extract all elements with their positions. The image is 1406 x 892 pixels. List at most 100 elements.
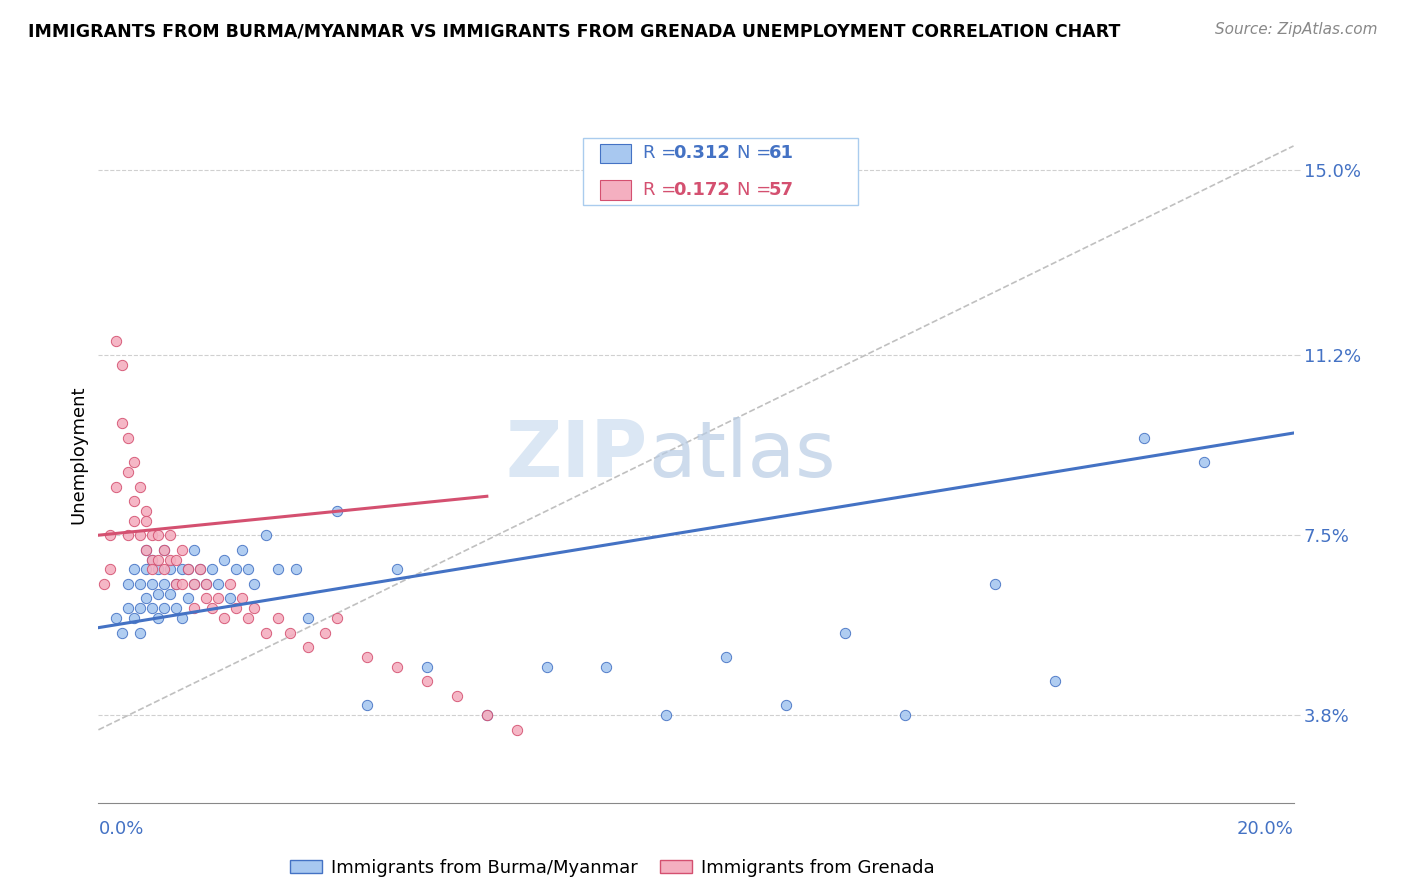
Text: 0.0%: 0.0% — [98, 820, 143, 838]
Point — [1133, 431, 1156, 445]
Point — [105, 479, 128, 493]
Point — [141, 601, 163, 615]
Text: N =: N = — [737, 145, 776, 162]
Point — [177, 562, 200, 576]
Point — [446, 689, 468, 703]
Point — [135, 542, 157, 557]
Point — [117, 465, 139, 479]
Point — [207, 577, 229, 591]
Point — [135, 562, 157, 576]
Y-axis label: Unemployment: Unemployment — [69, 385, 87, 524]
Point — [98, 528, 122, 542]
Point — [141, 528, 163, 542]
Point — [219, 577, 242, 591]
Text: 57: 57 — [769, 181, 794, 199]
Text: Source: ZipAtlas.com: Source: ZipAtlas.com — [1215, 22, 1378, 37]
Point — [135, 591, 157, 606]
Point — [148, 611, 170, 625]
Point — [225, 562, 247, 576]
Point — [297, 611, 319, 625]
Point — [135, 504, 157, 518]
Point — [278, 625, 301, 640]
Text: IMMIGRANTS FROM BURMA/MYANMAR VS IMMIGRANTS FROM GRENADA UNEMPLOYMENT CORRELATIO: IMMIGRANTS FROM BURMA/MYANMAR VS IMMIGRA… — [28, 22, 1121, 40]
Point — [124, 611, 146, 625]
Point — [172, 562, 194, 576]
Point — [231, 591, 253, 606]
Point — [416, 659, 439, 673]
Point — [148, 528, 170, 542]
Point — [207, 591, 229, 606]
Point — [356, 649, 378, 664]
Point — [105, 611, 128, 625]
Text: R =: R = — [643, 181, 682, 199]
Point — [159, 586, 181, 600]
Point — [159, 528, 181, 542]
Point — [172, 611, 194, 625]
Point — [284, 562, 307, 576]
Point — [326, 611, 349, 625]
Point — [983, 577, 1005, 591]
Point — [177, 562, 200, 576]
Text: 20.0%: 20.0% — [1237, 820, 1294, 838]
Point — [225, 601, 247, 615]
Point — [153, 577, 176, 591]
Point — [153, 601, 176, 615]
Point — [267, 562, 290, 576]
Point — [236, 562, 259, 576]
Point — [183, 577, 205, 591]
Point — [183, 577, 205, 591]
Point — [135, 514, 157, 528]
Point — [141, 552, 163, 566]
Legend: Immigrants from Burma/Myanmar, Immigrants from Grenada: Immigrants from Burma/Myanmar, Immigrant… — [283, 852, 942, 884]
Point — [135, 542, 157, 557]
Point — [595, 659, 617, 673]
Point — [212, 611, 235, 625]
Point — [655, 708, 678, 723]
Point — [183, 601, 205, 615]
Point — [194, 577, 218, 591]
Point — [775, 698, 797, 713]
Text: 0.172: 0.172 — [673, 181, 730, 199]
Point — [267, 611, 290, 625]
Text: 61: 61 — [769, 145, 794, 162]
Text: ZIP: ZIP — [506, 417, 648, 493]
Point — [201, 562, 224, 576]
Point — [188, 562, 211, 576]
Point — [117, 528, 139, 542]
Text: 0.312: 0.312 — [673, 145, 730, 162]
Point — [172, 577, 194, 591]
Point — [129, 577, 152, 591]
Point — [93, 577, 115, 591]
Point — [141, 552, 163, 566]
Point — [385, 659, 409, 673]
Point — [117, 577, 139, 591]
Point — [159, 562, 181, 576]
Point — [141, 562, 163, 576]
Point — [124, 455, 146, 469]
Point — [153, 542, 176, 557]
Point — [894, 708, 917, 723]
Point — [124, 494, 146, 508]
Point — [111, 625, 134, 640]
Text: R =: R = — [643, 145, 682, 162]
Point — [236, 611, 259, 625]
Point — [231, 542, 253, 557]
Point — [105, 334, 128, 348]
Point — [243, 601, 266, 615]
Point — [129, 479, 152, 493]
Point — [536, 659, 558, 673]
Point — [188, 562, 211, 576]
Point — [153, 562, 176, 576]
Point — [177, 591, 200, 606]
Point — [148, 586, 170, 600]
Point — [385, 562, 409, 576]
Point — [714, 649, 737, 664]
Point — [165, 552, 187, 566]
Point — [326, 504, 349, 518]
Point — [98, 562, 122, 576]
Point — [117, 601, 139, 615]
Point — [297, 640, 319, 654]
Point — [201, 601, 224, 615]
Point — [165, 577, 187, 591]
Point — [129, 625, 152, 640]
